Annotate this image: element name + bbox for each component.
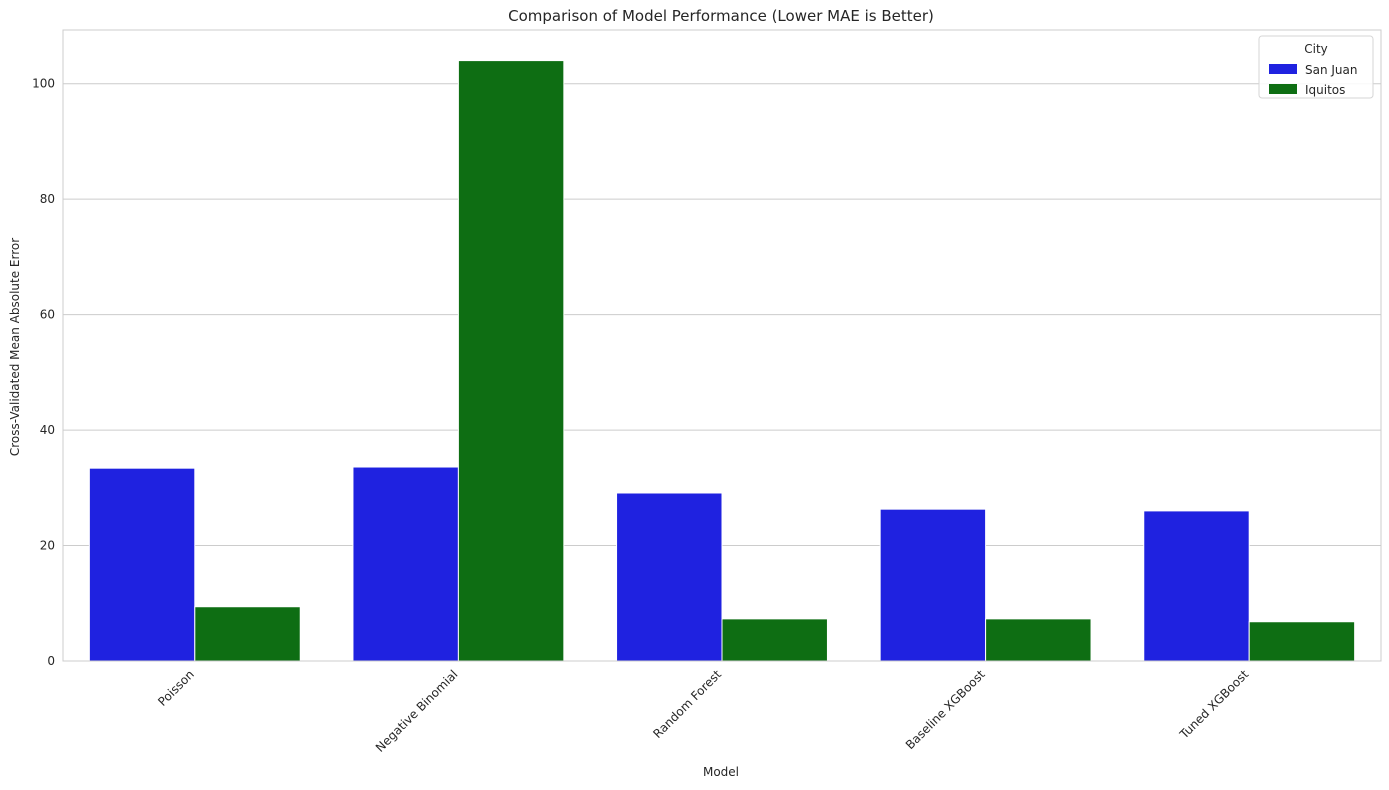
x-tick-label-tuned-xgboost: Tuned XGBoost bbox=[1176, 667, 1251, 742]
y-axis-label: Cross-Validated Mean Absolute Error bbox=[8, 238, 22, 456]
bar-san-juan-tuned-xgboost bbox=[1143, 510, 1250, 662]
y-tick-label-60: 60 bbox=[40, 308, 55, 322]
bar-iquitos-poisson bbox=[194, 606, 301, 662]
legend-box bbox=[1258, 35, 1374, 99]
bar-san-juan-random-forest bbox=[616, 492, 723, 662]
bar-san-juan-poisson bbox=[88, 467, 196, 662]
y-tick-label-20: 20 bbox=[40, 539, 55, 553]
bars bbox=[88, 60, 1356, 662]
x-tick-labels: Poisson Negative Binomial Random Forest Bas… bbox=[155, 667, 1251, 755]
x-tick-label-poisson: Poisson bbox=[155, 667, 197, 709]
x-tick-label-baseline-xgboost: Baseline XGBoost bbox=[903, 667, 988, 752]
legend: City San Juan Iquitos bbox=[1258, 35, 1374, 99]
bar-iquitos-tuned-xgboost bbox=[1248, 621, 1356, 662]
legend-swatch-iquitos bbox=[1269, 84, 1297, 94]
bar-san-juan-baseline-xgboost bbox=[879, 508, 987, 662]
y-tick-labels: 0 20 40 60 80 100 bbox=[32, 77, 55, 668]
x-axis-label: Model bbox=[703, 765, 739, 779]
y-tick-label-0: 0 bbox=[47, 654, 55, 668]
x-tick-label-negative-binomial: Negative Binomial bbox=[373, 667, 461, 755]
legend-title: City bbox=[1304, 42, 1328, 56]
legend-label-san-juan: San Juan bbox=[1305, 63, 1358, 77]
bar-iquitos-negative-binomial bbox=[457, 60, 565, 662]
plot-frame bbox=[62, 29, 1382, 662]
bar-iquitos-random-forest bbox=[721, 618, 828, 662]
y-tick-label-80: 80 bbox=[40, 192, 55, 206]
x-tick-label-random-forest: Random Forest bbox=[650, 667, 724, 741]
bar-iquitos-baseline-xgboost bbox=[985, 618, 1092, 662]
bar-san-juan-negative-binomial bbox=[352, 466, 459, 662]
y-tick-label-100: 100 bbox=[32, 77, 55, 91]
legend-label-iquitos: Iquitos bbox=[1305, 83, 1345, 97]
y-tick-label-40: 40 bbox=[40, 423, 55, 437]
legend-swatch-san-juan bbox=[1269, 64, 1297, 74]
chart-title: Comparison of Model Performance (Lower M… bbox=[508, 7, 934, 25]
